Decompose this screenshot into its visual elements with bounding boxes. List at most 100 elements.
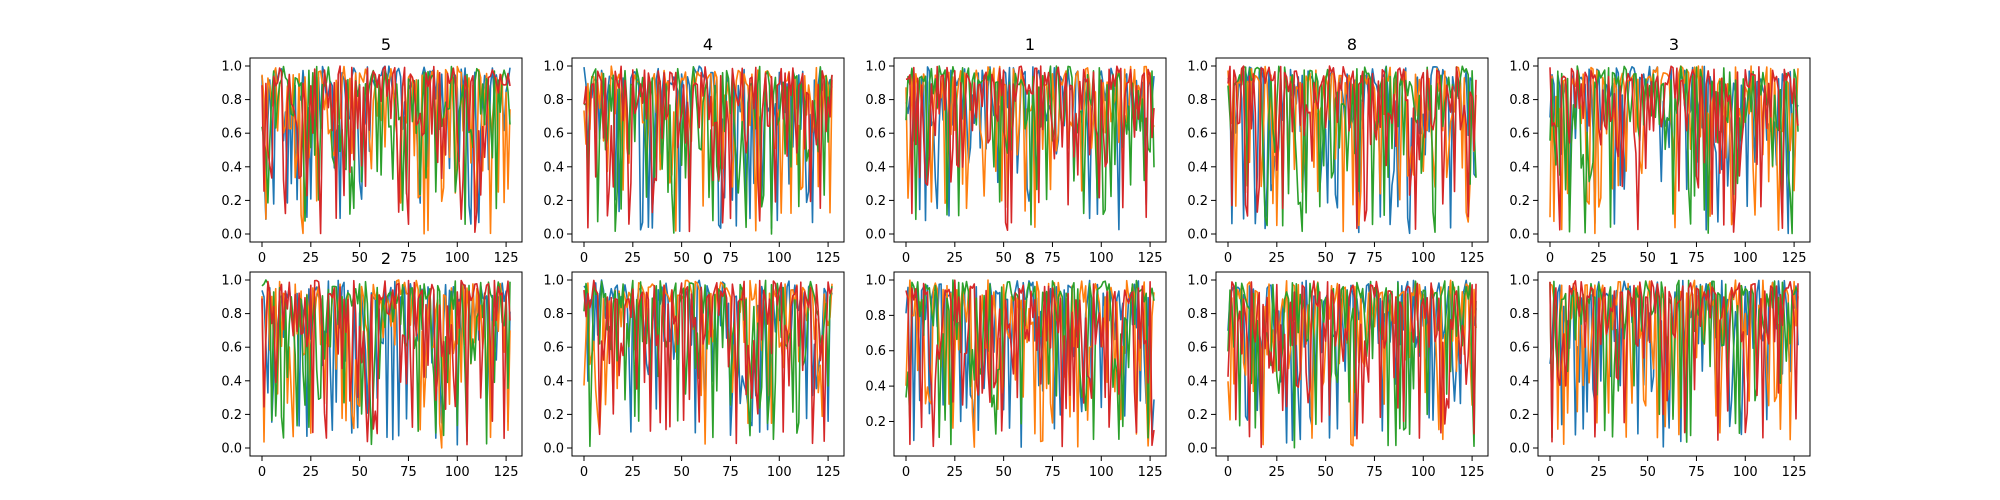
y-tick-label: 1.0 (1509, 274, 1530, 289)
y-tick-label: 0.2 (865, 415, 886, 430)
subplot-title: 8 (1347, 35, 1357, 54)
series-group (1227, 65, 1477, 235)
y-tick-label: 0.2 (1187, 194, 1208, 209)
x-tick-label: 100 (1733, 251, 1758, 266)
series-group (1549, 279, 1799, 448)
x-tick-label: 0 (258, 251, 266, 266)
x-tick-label: 75 (400, 251, 417, 266)
x-tick-label: 125 (1782, 465, 1807, 480)
x-tick-label: 75 (1366, 251, 1383, 266)
axes-frame (1215, 271, 1489, 457)
y-tick-label: 0.6 (1187, 127, 1208, 142)
y-tick-label: 0.0 (865, 228, 886, 243)
subplot-title: 1 (1025, 35, 1035, 54)
y-tick-label: 0.4 (221, 160, 242, 175)
y-tick-label: 0.0 (221, 228, 242, 243)
y-tick-label: 0.6 (221, 341, 242, 356)
y-tick-label: 1.0 (1187, 274, 1208, 289)
y-tick-label: 1.0 (221, 274, 242, 289)
x-tick-label: 25 (1591, 251, 1608, 266)
x-tick-label: 50 (995, 465, 1012, 480)
y-tick-label: 0.8 (865, 309, 886, 324)
x-tick-label: 50 (1317, 465, 1334, 480)
axes-frame (1537, 271, 1811, 457)
y-tick-label: 0.4 (543, 160, 564, 175)
series-line-4 (583, 65, 833, 233)
y-tick-label: 0.0 (543, 442, 564, 457)
y-tick-label: 0.4 (1509, 374, 1530, 389)
x-tick-label: 125 (1138, 465, 1163, 480)
axes-frame (893, 271, 1167, 457)
x-tick-label: 125 (816, 251, 841, 266)
series-line-4 (583, 279, 833, 445)
x-tick-label: 100 (445, 465, 470, 480)
x-tick-label: 75 (400, 465, 417, 480)
y-tick-label: 0.8 (543, 307, 564, 322)
y-tick-label: 1.0 (1187, 60, 1208, 75)
y-tick-label: 0.2 (1187, 408, 1208, 423)
series-line-2 (1227, 279, 1477, 447)
x-tick-label: 50 (1639, 465, 1656, 480)
subplot-9: 7 0 25 50 75 100 125 0.0 0.2 0.4 0.6 0.8 1.0 (1187, 249, 1489, 480)
y-tick-label: 0.6 (865, 127, 886, 142)
y-tick-label: 0.0 (1187, 228, 1208, 243)
series-line-3 (905, 279, 1155, 446)
subplot-3: 1 0 25 50 75 100 125 0.0 0.2 0.4 0.6 0.8 1.0 (865, 35, 1167, 266)
series-line-4 (261, 279, 511, 446)
y-tick-label: 0.4 (1509, 160, 1530, 175)
y-tick-label: 0.8 (1509, 307, 1530, 322)
series-line-2 (261, 65, 511, 235)
x-tick-label: 25 (303, 251, 320, 266)
x-tick-label: 125 (1460, 465, 1485, 480)
y-tick-label: 0.0 (543, 228, 564, 243)
subplot-title: 3 (1669, 35, 1679, 54)
x-tick-label: 0 (1546, 251, 1554, 266)
y-tick-label: 0.4 (221, 374, 242, 389)
y-tick-label: 0.8 (221, 93, 242, 108)
axes-frame (249, 57, 523, 243)
x-tick-label: 75 (1366, 465, 1383, 480)
x-tick-label: 0 (580, 251, 588, 266)
y-tick-label: 0.2 (221, 408, 242, 423)
x-tick-label: 0 (1224, 251, 1232, 266)
x-tick-label: 0 (258, 465, 266, 480)
y-tick-label: 0.8 (221, 307, 242, 322)
y-tick-label: 0.2 (543, 194, 564, 209)
subplot-6: 2 0 25 50 75 100 125 0.0 0.2 0.4 0.6 0.8 1.0 (221, 249, 523, 480)
x-tick-label: 125 (494, 251, 519, 266)
x-tick-label: 75 (1044, 251, 1061, 266)
y-tick-label: 0.6 (1509, 127, 1530, 142)
y-tick-label: 0.8 (1509, 93, 1530, 108)
x-tick-label: 50 (1317, 251, 1334, 266)
x-tick-label: 25 (947, 251, 964, 266)
axes-frame (1537, 57, 1811, 243)
series-line-3 (1227, 65, 1477, 233)
axes-frame (893, 57, 1167, 243)
y-tick-label: 0.6 (221, 127, 242, 142)
subplot-10: 1 0 25 50 75 100 125 0.0 0.2 0.4 0.6 0.8 1.0 (1509, 249, 1811, 480)
y-tick-label: 0.4 (1187, 160, 1208, 175)
y-tick-label: 0.4 (865, 380, 886, 395)
axes-frame (1215, 57, 1489, 243)
x-tick-label: 75 (1688, 251, 1705, 266)
y-tick-label: 0.2 (865, 194, 886, 209)
subplot-title: 7 (1347, 249, 1357, 268)
x-tick-label: 50 (673, 251, 690, 266)
series-line-4 (905, 65, 1155, 231)
subplot-5: 3 0 25 50 75 100 125 0.0 0.2 0.4 0.6 0.8 1.0 (1509, 35, 1811, 266)
y-tick-label: 0.8 (543, 93, 564, 108)
x-tick-label: 100 (1411, 251, 1436, 266)
x-tick-label: 0 (902, 251, 910, 266)
x-tick-label: 100 (1089, 251, 1114, 266)
y-tick-label: 0.6 (1509, 341, 1530, 356)
x-tick-label: 50 (351, 465, 368, 480)
x-tick-label: 125 (1460, 251, 1485, 266)
x-tick-label: 125 (816, 465, 841, 480)
x-tick-label: 100 (1411, 465, 1436, 480)
subplot-title: 1 (1669, 249, 1679, 268)
x-tick-label: 100 (445, 251, 470, 266)
x-tick-label: 25 (947, 465, 964, 480)
x-tick-label: 50 (1639, 251, 1656, 266)
x-tick-label: 100 (767, 465, 792, 480)
x-tick-label: 25 (303, 465, 320, 480)
